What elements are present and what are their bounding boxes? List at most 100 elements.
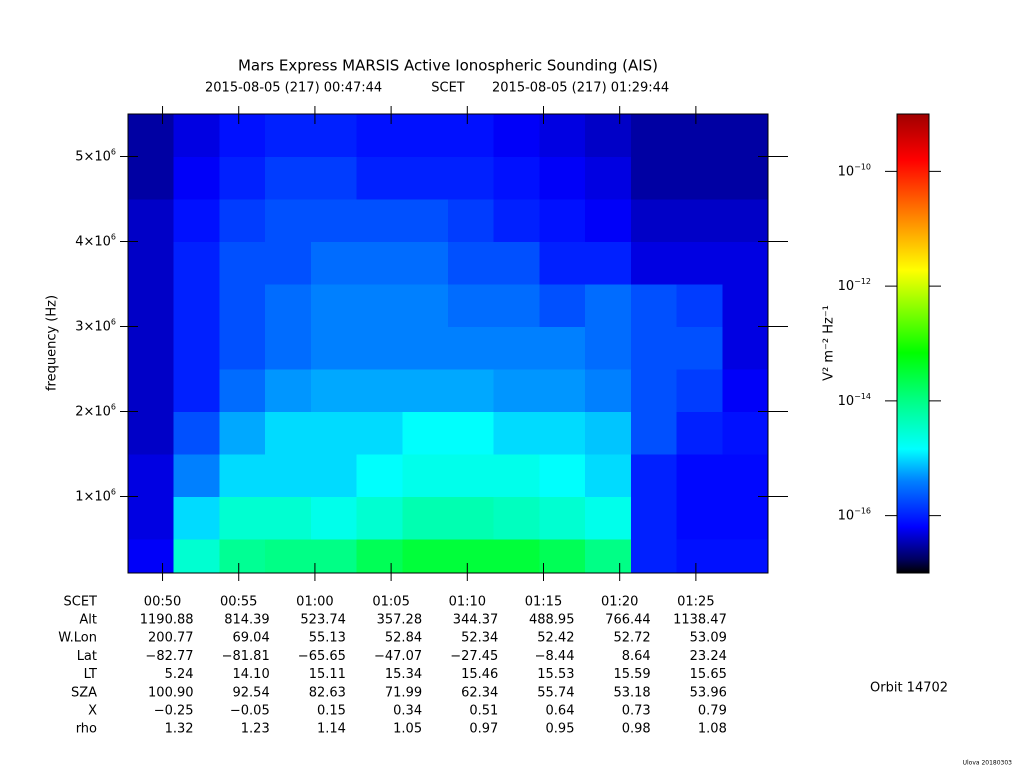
cell [219,156,266,200]
cell [676,241,723,285]
ephemeris-value: 1.23 [241,722,270,737]
cell [356,539,403,574]
ephemeris-label: SCET [64,595,98,610]
cell [493,199,540,242]
cell [448,199,495,242]
ephemeris-value: 200.77 [148,631,194,646]
cell [310,241,358,285]
chart-title: Mars Express MARSIS Active Ionospheric S… [238,57,658,75]
cell [539,326,586,370]
y-tick-exponent: 6 [111,487,116,496]
cell [310,454,358,497]
cell [310,496,358,540]
ephemeris-value: 15.59 [613,667,650,682]
cell [402,369,449,412]
cell [356,199,403,242]
cell [630,114,678,157]
cell [128,156,175,200]
colorbar-tick-label: 10−14 [838,391,871,408]
cell [676,284,723,327]
x-tick-label: 01:00 [296,595,333,610]
spectrogram [128,114,769,574]
cell [402,539,449,574]
ephemeris-value: 52.34 [461,631,498,646]
ephemeris-value: 15.53 [537,667,574,682]
cell [219,114,266,157]
end-time: 2015-08-05 (217) 01:29:44 [492,81,669,96]
cell [585,284,632,327]
cell [722,326,769,370]
cell [265,454,312,497]
cell [310,284,358,327]
ephemeris-value: 0.79 [698,704,727,719]
cell [585,454,632,497]
cell [539,454,586,497]
cell [722,156,769,200]
cell [402,241,449,285]
colorbar [896,113,930,574]
cell [448,114,495,157]
ephemeris-value: 15.34 [385,667,422,682]
ephemeris-value: −65.65 [298,649,346,664]
cell [128,284,175,327]
cell [356,241,403,285]
cell [402,199,449,242]
colorbar-tick-label: 10−12 [838,277,871,294]
cell [539,156,586,200]
cell [539,496,586,540]
colorbar-tick-label: 10−16 [838,506,871,523]
cell [402,454,449,497]
colorbar-tick-base: 10 [838,279,855,294]
colorbar-tick-label: 10−10 [838,162,871,179]
cell [676,496,723,540]
cell [630,326,678,370]
colorbar-tick-base: 10 [838,393,855,408]
cell [676,156,723,200]
cell [676,369,723,412]
ephemeris-label: SZA [71,685,97,700]
ephemeris-value: 0.98 [622,722,651,737]
ephemeris-value: 1190.88 [140,613,194,628]
ephemeris-value: 100.90 [148,685,194,700]
cell [539,241,586,285]
cell [448,241,495,285]
colorbar-tick-exponent: −12 [854,277,871,286]
cell [173,241,220,285]
cell [219,496,266,540]
y-tick-base: 5×10 [75,149,111,164]
ephemeris-value: 0.73 [622,704,651,719]
cell [539,369,586,412]
x-tick-label: 01:10 [449,595,486,610]
cell [128,326,175,370]
plot-frame [127,113,769,574]
cell [219,199,266,242]
cell [539,284,586,327]
cell [128,454,175,497]
start-time: 2015-08-05 (217) 00:47:44 [205,81,382,96]
y-tick-base: 4×10 [75,234,111,249]
cell [448,411,495,455]
cell [265,114,312,157]
cell [585,411,632,455]
ephemeris-label: rho [76,722,97,737]
cell [173,496,220,540]
ephemeris-value: 0.15 [317,704,346,719]
cell [630,369,678,412]
cell [173,199,220,242]
ephemeris-value: 0.97 [469,722,498,737]
cell [630,241,678,285]
cell [630,156,678,200]
cell [173,411,220,455]
ephemeris-value: 52.72 [613,631,650,646]
ephemeris-value: 15.11 [309,667,346,682]
cell [402,326,449,370]
colorbar-label: V² m⁻² Hz⁻¹ [822,305,837,381]
cell [493,496,540,540]
ephemeris-value: 55.74 [537,685,574,700]
ephemeris-value: 15.46 [461,667,498,682]
ephemeris-value: 92.54 [233,685,270,700]
colorbar-tick-exponent: −16 [854,506,871,515]
cell [676,411,723,455]
y-tick-label: 5×106 [75,147,116,164]
